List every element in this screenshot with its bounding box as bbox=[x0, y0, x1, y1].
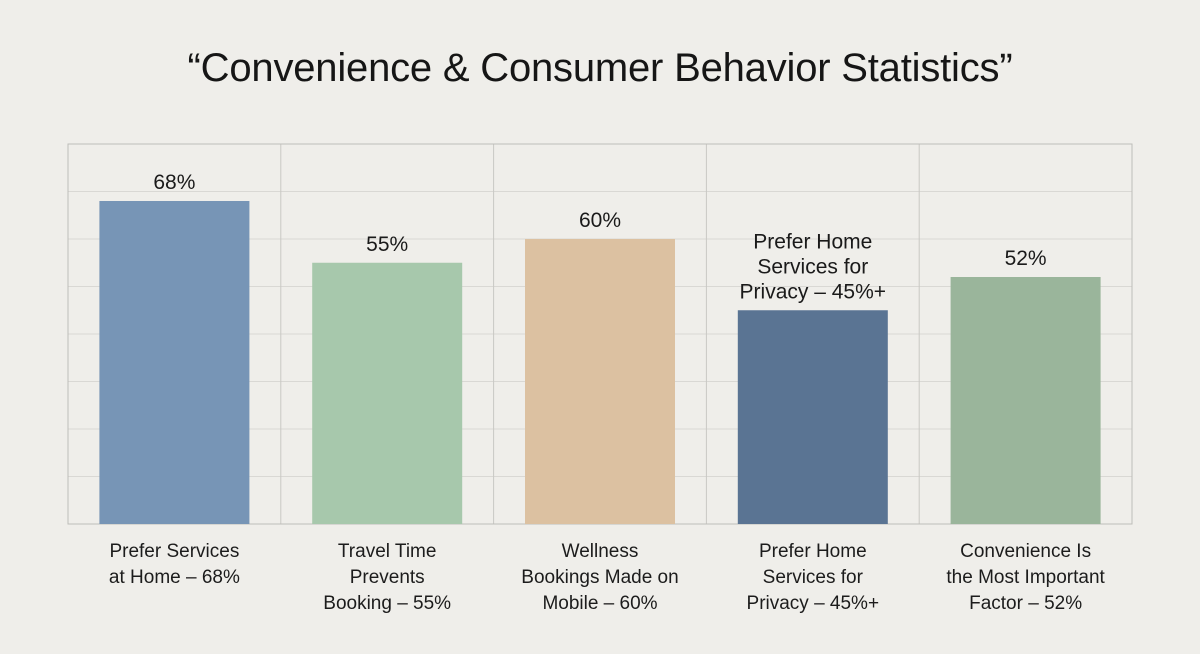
category-label-line: Factor – 52% bbox=[969, 593, 1083, 614]
chart-title: “Convenience & Consumer Behavior Statist… bbox=[187, 46, 1013, 90]
bar bbox=[99, 201, 250, 524]
bar bbox=[525, 239, 675, 524]
category-label-line: at Home – 68% bbox=[108, 567, 240, 588]
category-label-line: Services for bbox=[762, 567, 863, 588]
category-label-line: Privacy – 45%+ bbox=[746, 593, 880, 614]
data-label: 68% bbox=[153, 171, 195, 194]
data-label: 60% bbox=[579, 209, 621, 232]
bar bbox=[950, 277, 1101, 524]
bar bbox=[737, 310, 888, 524]
category-label-line: Bookings Made on bbox=[521, 567, 679, 588]
data-label: 52% bbox=[1005, 247, 1047, 270]
category-label-line: Travel Time bbox=[337, 541, 437, 562]
data-label: Prefer Home Services for Privacy – 45%+ bbox=[740, 230, 887, 303]
category-label-line: the Most Important bbox=[946, 567, 1105, 588]
bar bbox=[312, 262, 463, 524]
category-label: Wellness Bookings Made on Mobile – 60% bbox=[494, 539, 706, 617]
category-label-line: Booking – 55% bbox=[323, 593, 452, 614]
data-label: 55% bbox=[366, 233, 408, 256]
category-label-line: Prevents bbox=[349, 567, 425, 588]
category-label-line: Mobile – 60% bbox=[542, 593, 658, 614]
category-label: Convenience Is the Most Important Factor –… bbox=[920, 539, 1132, 617]
category-label: Prefer Services at Home – 68% bbox=[68, 539, 280, 591]
category-label-line: Prefer Services bbox=[109, 541, 240, 562]
category-label-line: Prefer Home bbox=[758, 541, 867, 562]
category-label-line: Wellness bbox=[561, 541, 639, 562]
category-label: Prefer Home Services for Privacy – 45%+ bbox=[707, 539, 919, 617]
category-label-line: Convenience Is bbox=[960, 541, 1092, 562]
category-label: Travel Time Prevents Booking – 55% bbox=[281, 539, 493, 617]
